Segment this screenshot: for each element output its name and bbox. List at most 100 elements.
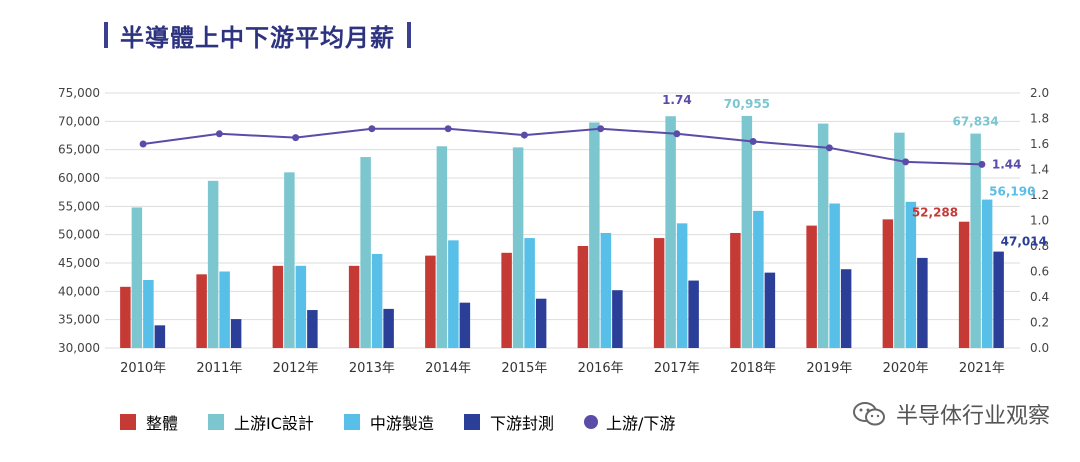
y2-tick-label: 1.8 — [1030, 112, 1049, 126]
data-label: 47,014 — [1001, 235, 1047, 249]
bar — [753, 210, 764, 348]
bar — [143, 280, 154, 348]
bar — [665, 116, 676, 348]
bar — [653, 238, 665, 348]
x-tick-label: 2021年 — [959, 361, 1005, 376]
bar — [272, 265, 284, 348]
bar — [360, 157, 371, 348]
bar — [688, 280, 699, 348]
y-tick-label: 60,000 — [58, 171, 100, 185]
line-point — [215, 130, 223, 138]
x-tick-label: 2014年 — [425, 361, 471, 376]
bar — [764, 272, 776, 348]
bar — [196, 274, 207, 348]
y2-tick-label: 0.2 — [1030, 316, 1049, 330]
data-label: 56,190 — [989, 185, 1035, 199]
bar — [600, 232, 612, 348]
line-point — [825, 144, 833, 152]
bar — [970, 133, 981, 348]
bar — [154, 325, 166, 348]
y-tick-label: 55,000 — [58, 199, 100, 213]
x-tick-label: 2016年 — [578, 361, 624, 376]
legend-item-downstream: 下游封測 — [463, 410, 554, 434]
y-tick-label: 70,000 — [58, 114, 100, 128]
wechat-icon — [852, 402, 885, 426]
title-bar-left — [104, 22, 108, 48]
legend-item-overall: 整體 — [120, 410, 178, 434]
bar — [958, 221, 970, 348]
watermark-text: 半导体行业观察 — [895, 404, 1050, 429]
bar — [371, 253, 383, 348]
data-label: 1.44 — [992, 157, 1022, 171]
title-bar-right — [407, 22, 411, 48]
line-point — [368, 125, 376, 133]
bar — [882, 219, 894, 348]
x-tick-label: 2020年 — [883, 361, 929, 376]
legend-label-downstream: 下游封測 — [489, 414, 554, 433]
bar — [577, 246, 589, 348]
legend-swatch-midstream — [343, 414, 360, 430]
bar — [993, 251, 1004, 348]
bar — [535, 298, 547, 348]
legend-item-ratio: 上游/下游 — [583, 410, 676, 434]
bar — [589, 122, 600, 348]
y2-tick-label: 2.0 — [1030, 86, 1049, 100]
line-point — [292, 134, 300, 142]
bar — [829, 203, 840, 348]
line-point — [597, 125, 605, 133]
bar — [981, 199, 993, 348]
line-series — [142, 127, 982, 166]
line-point — [978, 160, 986, 168]
y-tick-label: 50,000 — [58, 228, 100, 242]
legend-dot-ratio — [583, 415, 598, 429]
x-tick-label: 2012年 — [273, 361, 319, 376]
bar — [917, 257, 928, 348]
data-label: 52,288 — [912, 206, 958, 220]
y-tick-label: 65,000 — [58, 143, 100, 157]
data-label: 70,955 — [724, 97, 770, 111]
legend-label-ratio: 上游/下游 — [605, 414, 676, 433]
y-tick-label: 35,000 — [58, 313, 100, 327]
line-point — [902, 158, 910, 166]
bar — [348, 265, 360, 348]
bar — [840, 269, 852, 348]
bar — [501, 252, 512, 348]
bar — [425, 255, 436, 348]
x-tick-label: 2017年 — [654, 361, 700, 376]
bar — [459, 302, 471, 348]
y2-tick-label: 0.0 — [1030, 341, 1049, 355]
bar — [741, 115, 753, 349]
bar — [524, 238, 535, 348]
bar — [905, 201, 917, 348]
line-point — [749, 137, 757, 145]
line-point — [139, 140, 147, 148]
y-tick-label: 30,000 — [58, 341, 100, 355]
legend-label-upstream: 上游IC設計 — [234, 414, 314, 433]
chart-title: 半導體上中下游平均月薪 — [120, 23, 395, 52]
legend-swatch-overall — [120, 414, 136, 430]
bar — [436, 146, 448, 348]
legend-label-midstream: 中游製造 — [369, 414, 434, 433]
legend: 整體 上游IC設計 中游製造 下游封測 上游/下游 — [120, 410, 705, 434]
legend-item-midstream: 中游製造 — [343, 410, 434, 434]
bar — [131, 207, 143, 348]
bar — [730, 232, 741, 348]
bar — [307, 310, 318, 348]
data-label: 67,834 — [952, 115, 998, 129]
bar — [448, 240, 459, 348]
bar — [817, 123, 829, 348]
x-tick-label: 2015年 — [501, 361, 547, 376]
bar — [219, 271, 230, 348]
bar — [612, 290, 623, 348]
bar — [676, 223, 688, 348]
legend-swatch-downstream — [463, 414, 480, 430]
bar — [295, 265, 307, 348]
y2-tick-label: 1.4 — [1030, 163, 1049, 177]
x-tick-label: 2010年 — [120, 361, 166, 376]
y-tick-label: 75,000 — [58, 86, 100, 100]
legend-swatch-upstream — [208, 414, 225, 430]
y-tick-label: 45,000 — [58, 256, 100, 270]
x-tick-label: 2013年 — [349, 361, 395, 376]
line-point — [673, 130, 681, 138]
